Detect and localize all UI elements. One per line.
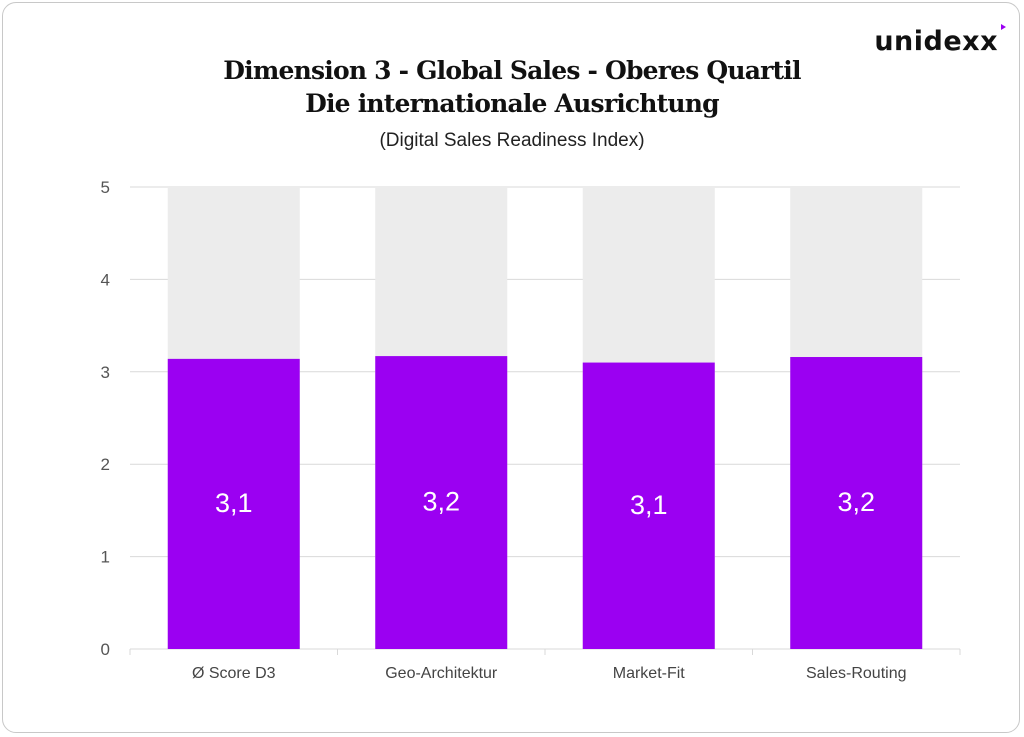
value-bar <box>375 356 508 649</box>
value-bar <box>167 358 300 649</box>
y-tick-label: 3 <box>101 363 110 382</box>
chart-subtitle: (Digital Sales Readiness Index) <box>379 130 645 151</box>
value-bar <box>790 357 923 649</box>
data-label: 3,1 <box>630 490 668 520</box>
brand-logo: unidexx <box>874 26 998 57</box>
logo-accent-icon <box>1001 24 1006 30</box>
x-tick-label: Sales-Routing <box>806 665 907 682</box>
x-tick-label: Geo-Architektur <box>385 665 498 682</box>
chart-title: Dimension 3 - Global Sales - Oberes Quar… <box>223 56 801 85</box>
data-label: 3,2 <box>837 487 875 517</box>
y-tick-label: 2 <box>101 455 110 474</box>
value-bar <box>582 362 715 649</box>
y-tick-label: 4 <box>101 270 110 289</box>
x-tick-label: Ø Score D3 <box>192 665 276 682</box>
data-label: 3,2 <box>422 487 460 517</box>
y-tick-label: 1 <box>101 548 110 567</box>
x-tick-label: Market-Fit <box>613 665 686 682</box>
data-label: 3,1 <box>215 488 253 518</box>
y-tick-label: 0 <box>101 640 110 659</box>
chart-title-line2: Die internationale Ausrichtung <box>305 89 720 118</box>
y-tick-label: 5 <box>101 178 110 197</box>
